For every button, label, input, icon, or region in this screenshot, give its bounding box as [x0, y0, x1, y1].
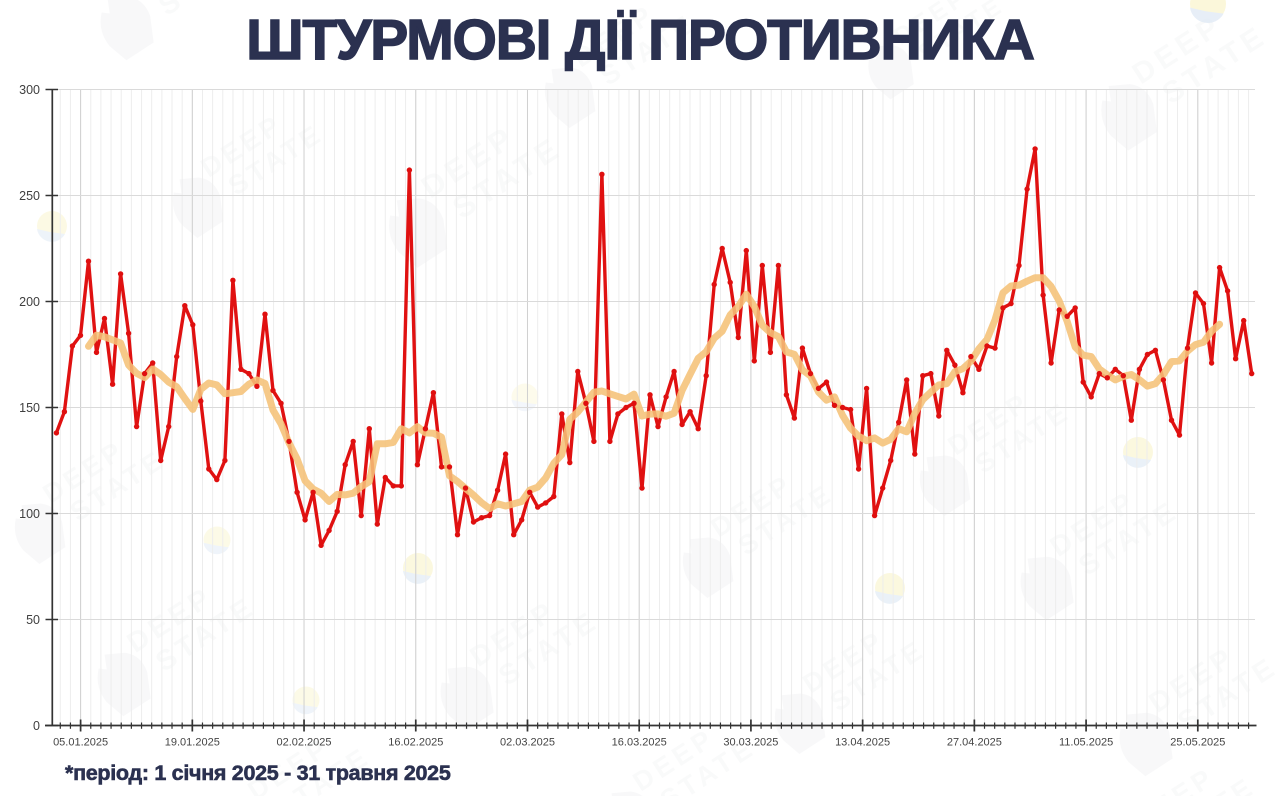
- svg-text:05.01.2025: 05.01.2025: [53, 737, 108, 749]
- svg-text:11.05.2025: 11.05.2025: [1059, 737, 1113, 749]
- svg-text:25.05.2025: 25.05.2025: [1170, 737, 1225, 749]
- svg-text:30.03.2025: 30.03.2025: [723, 737, 778, 749]
- svg-text:27.04.2025: 27.04.2025: [947, 737, 1002, 749]
- svg-text:200: 200: [19, 295, 40, 309]
- svg-text:16.02.2025: 16.02.2025: [388, 737, 443, 749]
- svg-text:13.04.2025: 13.04.2025: [835, 737, 890, 749]
- svg-text:50: 50: [26, 613, 40, 627]
- svg-text:16.03.2025: 16.03.2025: [612, 737, 667, 749]
- svg-text:150: 150: [19, 401, 40, 415]
- svg-text:02.03.2025: 02.03.2025: [500, 737, 555, 749]
- svg-text:300: 300: [19, 83, 40, 97]
- svg-text:250: 250: [19, 189, 40, 203]
- svg-text:02.02.2025: 02.02.2025: [276, 737, 331, 749]
- svg-text:19.01.2025: 19.01.2025: [165, 737, 220, 749]
- svg-text:0: 0: [33, 719, 40, 733]
- svg-text:100: 100: [19, 507, 40, 521]
